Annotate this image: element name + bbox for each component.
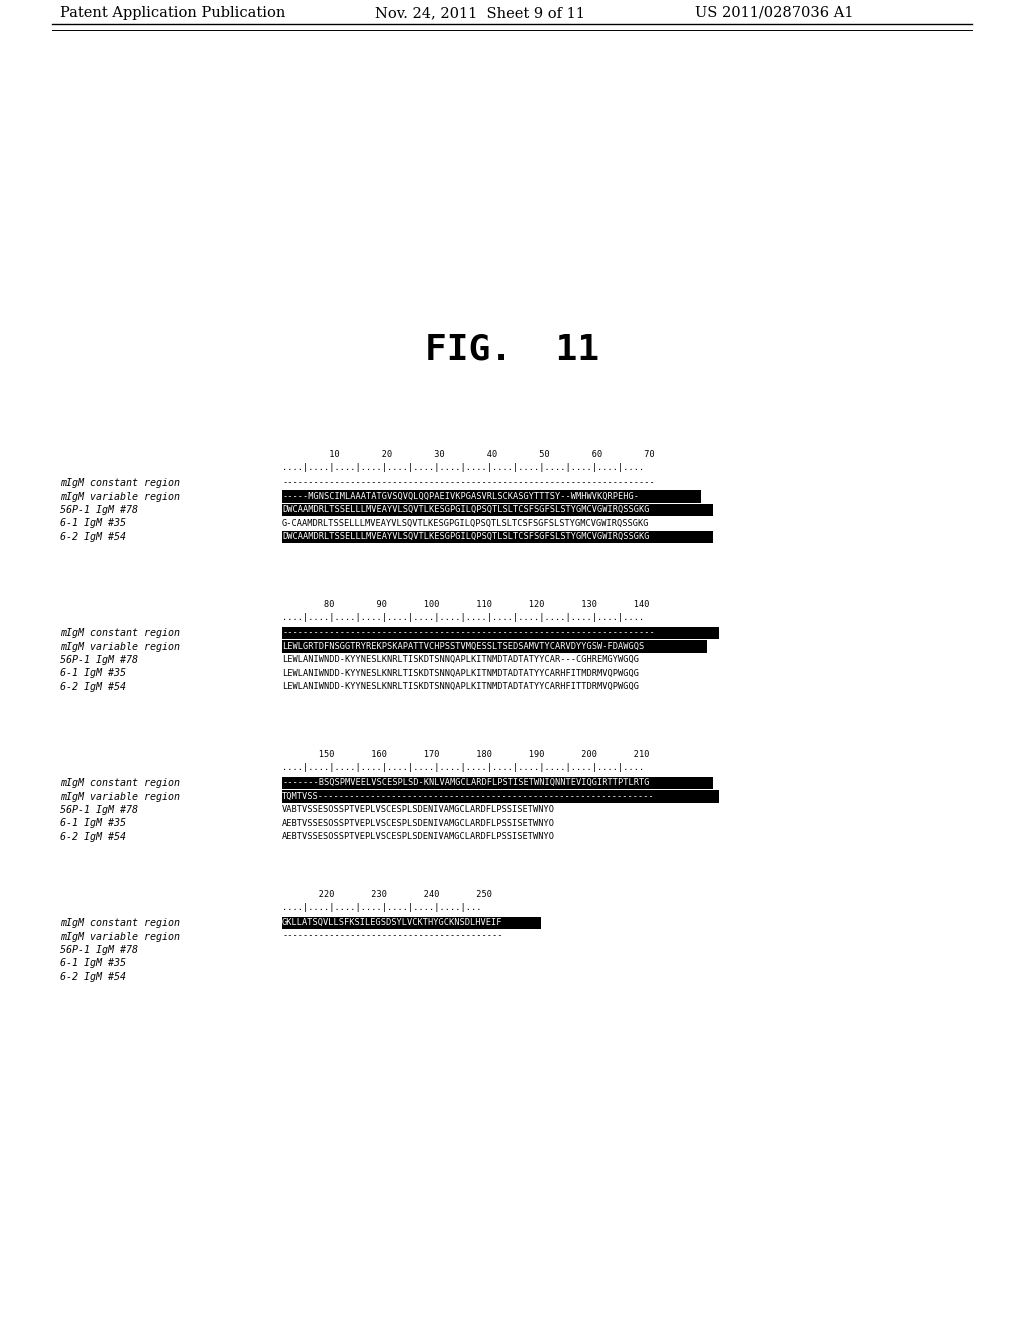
Text: 56P-1 IgM #78: 56P-1 IgM #78: [60, 805, 138, 814]
Text: 80        90       100       110       120       130       140: 80 90 100 110 120 130 140: [282, 601, 649, 609]
Text: 56P-1 IgM #78: 56P-1 IgM #78: [60, 655, 138, 665]
Bar: [282, 490, 700, 503]
Text: 6-2 IgM #54: 6-2 IgM #54: [60, 972, 126, 982]
Text: -----------------------------------------------------------------------: ----------------------------------------…: [282, 478, 654, 487]
Text: ....|....|....|....|....|....|....|....|....|....|....|....|....|....: ....|....|....|....|....|....|....|....|…: [282, 763, 644, 772]
Bar: [282, 503, 713, 516]
Text: G-CAAMDRLTSSELLLMVEAYVLSQVTLKESGPGILQPSQTLSLTCSFSGFSLSTYGMCVGWIRQSSGKG: G-CAAMDRLTSSELLLMVEAYVLSQVTLKESGPGILQPSQ…: [282, 519, 649, 528]
Text: mIgM constant region: mIgM constant region: [60, 628, 180, 638]
Text: TQМTVSS----------------------------------------------------------------: TQМTVSS---------------------------------…: [282, 792, 654, 800]
Text: ....|....|....|....|....|....|....|...: ....|....|....|....|....|....|....|...: [282, 903, 481, 912]
Text: 56P-1 IgM #78: 56P-1 IgM #78: [60, 945, 138, 954]
Text: -----------------------------------------------------------------------: ----------------------------------------…: [282, 628, 654, 638]
Text: DWCAAMDRLTSSELLLMVEAYVLSQVTLKESGPGILQPSQTLSLTCSFSGFSLSTYGMCVGWIRQSSGKG: DWCAAMDRLTSSELLLMVEAYVLSQVTLKESGPGILQPSQ…: [282, 506, 649, 513]
Text: 6-2 IgM #54: 6-2 IgM #54: [60, 832, 126, 842]
Text: ------------------------------------------: ----------------------------------------…: [282, 932, 503, 940]
Text: ....|....|....|....|....|....|....|....|....|....|....|....|....|....: ....|....|....|....|....|....|....|....|…: [282, 463, 644, 473]
Text: mIgM constant region: mIgM constant region: [60, 478, 180, 488]
Text: 6-1 IgM #35: 6-1 IgM #35: [60, 818, 126, 829]
Bar: [282, 531, 713, 543]
Text: 56P-1 IgM #78: 56P-1 IgM #78: [60, 506, 138, 515]
Text: 6-1 IgM #35: 6-1 IgM #35: [60, 519, 126, 528]
Text: FIG.  11: FIG. 11: [425, 333, 599, 367]
Text: 6-1 IgM #35: 6-1 IgM #35: [60, 668, 126, 678]
Text: US 2011/0287036 A1: US 2011/0287036 A1: [695, 7, 853, 20]
Text: DWCAAMDRLTSSELLLMVEAYVLSQVTLKESGPGILQPSQTLSLTCSFSGFSLSTYGMCVGWIRQSSGKG: DWCAAMDRLTSSELLLMVEAYVLSQVTLKESGPGILQPSQ…: [282, 532, 649, 541]
Text: LEWLANIWNDD-KYYNESLKNRLTISKDTSNNQAPLKITNMDTADTATYYCAR---CGHREMGYWGQG: LEWLANIWNDD-KYYNESLKNRLTISKDTSNNQAPLKITN…: [282, 655, 639, 664]
Text: АЕВTVSSESOSSPTVEPLVSCESPLSDENIVAМGCLARDFLPSSISETWNYO: АЕВTVSSESOSSPTVEPLVSCESPLSDENIVAМGCLARDF…: [282, 818, 555, 828]
Text: mIgM constant region: mIgM constant region: [60, 917, 180, 928]
Text: mIgM constant region: mIgM constant region: [60, 777, 180, 788]
Text: АЕВTVSSESOSSPTVEPLVSCESPLSDENIVAМGCLARDFLPSSISETWNYO: АЕВTVSSESOSSPTVEPLVSCESPLSDENIVAМGCLARDF…: [282, 832, 555, 841]
Text: LEWLANIWNDD-KYYNESLKNRLTISKDTSNNQAPLKITNMDTADTATYYCARHFITTDRМVQРWGQG: LEWLANIWNDD-KYYNESLKNRLTISKDTSNNQAPLKITN…: [282, 682, 639, 690]
Text: 150       160       170       180       190       200       210: 150 160 170 180 190 200 210: [282, 750, 649, 759]
Text: GKLLATSQVLLSFKSILEGSDSYLVCKTHYGCKNSDLHVEIF: GKLLATSQVLLSFKSILEGSDSYLVCKTHYGCKNSDLHVE…: [282, 917, 503, 927]
Text: -----MGNSCIMLAААТАТGVSQVQLQQPAEIVKPGASVRLSCKАSGYTTTSY--WМHWVKQRPEHG-: -----MGNSCIMLAААТАТGVSQVQLQQPAEIVKPGASVR…: [282, 491, 639, 500]
Text: LEWLGRTDFNSGGTRYRЕКPSKАРАТTVCHPSSTVМQЕSSLTSEDSAMVТYCARVDYYGSW-FDАWGQS: LEWLGRTDFNSGGTRYRЕКPSKАРАТTVCHPSSTVМQЕSS…: [282, 642, 644, 651]
Bar: [282, 627, 719, 639]
Bar: [282, 916, 541, 929]
Text: 10        20        30        40        50        60        70: 10 20 30 40 50 60 70: [282, 450, 654, 459]
Text: 6-2 IgM #54: 6-2 IgM #54: [60, 532, 126, 543]
Text: -------BSQSPMVEELVSCESPLSD-KNLVАМGCLARDFLPSTISЕTWNIQNNTЕVIQGIRTTPTLRTG: -------BSQSPMVEELVSCESPLSD-KNLVАМGCLARDF…: [282, 777, 649, 787]
Bar: [282, 789, 719, 803]
Text: mIgM variable region: mIgM variable region: [60, 642, 180, 652]
Text: mIgM variable region: mIgM variable region: [60, 932, 180, 941]
Text: Patent Application Publication: Patent Application Publication: [60, 7, 286, 20]
Bar: [282, 640, 707, 652]
Text: 6-2 IgM #54: 6-2 IgM #54: [60, 682, 126, 692]
Text: 6-1 IgM #35: 6-1 IgM #35: [60, 958, 126, 969]
Text: LEWLANIWNDD-KYYNESLKNRLTISKDTSNNQAPLKITNMDTADTATYYCARHFITMDRМVQРWGQG: LEWLANIWNDD-KYYNESLKNRLTISKDTSNNQAPLKITN…: [282, 668, 639, 677]
Text: VAВTVSSESOSSPTVEPLVSCESPLSDENIVAМGCLARDFLPSSISETWNYO: VAВTVSSESOSSPTVEPLVSCESPLSDENIVAМGCLARDF…: [282, 805, 555, 814]
Bar: [282, 776, 713, 789]
Text: mIgM variable region: mIgM variable region: [60, 491, 180, 502]
Text: ....|....|....|....|....|....|....|....|....|....|....|....|....|....: ....|....|....|....|....|....|....|....|…: [282, 614, 644, 623]
Text: Nov. 24, 2011  Sheet 9 of 11: Nov. 24, 2011 Sheet 9 of 11: [375, 7, 585, 20]
Text: mIgM variable region: mIgM variable region: [60, 792, 180, 801]
Text: 220       230       240       250: 220 230 240 250: [282, 890, 492, 899]
